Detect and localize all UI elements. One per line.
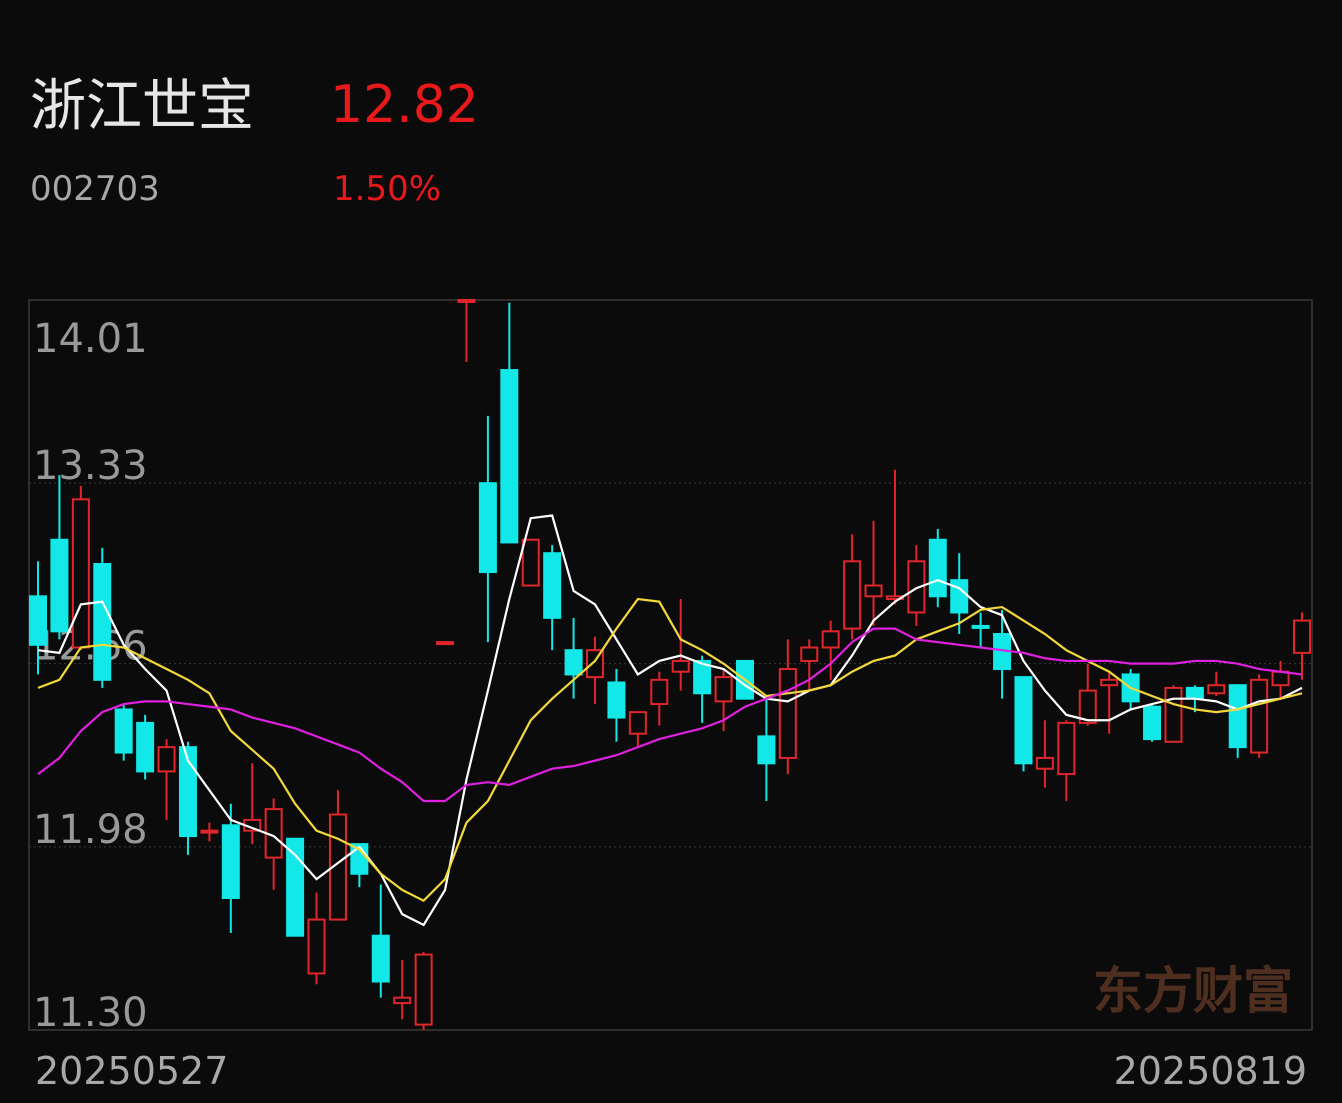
candle-body <box>393 996 412 1005</box>
candle-body <box>114 708 133 754</box>
stock-code: 002703 <box>30 169 160 209</box>
candle-body <box>671 659 690 673</box>
candle-body <box>1035 756 1054 770</box>
candle-body <box>1078 689 1097 724</box>
candle-body <box>71 498 90 649</box>
candle-body <box>650 678 669 706</box>
candle-body <box>50 538 69 633</box>
candle-body <box>371 934 390 983</box>
candle-body <box>307 918 326 975</box>
candle-body <box>1057 721 1076 776</box>
candle-body <box>1271 670 1290 687</box>
moving-average-line <box>37 597 1303 903</box>
candle-body <box>821 630 840 649</box>
price: 12.82 <box>330 75 479 135</box>
candle-body <box>521 538 540 587</box>
candle-body <box>1143 705 1162 741</box>
candle-body <box>928 538 947 598</box>
candle-body <box>221 824 240 900</box>
candle-body <box>693 659 712 695</box>
candle-body <box>564 649 583 676</box>
candle-body <box>607 681 626 719</box>
moving-average-line <box>37 514 1303 927</box>
candle-body <box>136 721 155 773</box>
candle-body <box>1100 678 1119 687</box>
x-tick-label: 20250819 <box>1114 1049 1307 1093</box>
moving-average-line <box>37 627 1303 803</box>
candle-body <box>864 584 883 598</box>
candle-body <box>907 560 926 614</box>
candle-body <box>543 552 562 619</box>
candle-body <box>157 746 176 773</box>
candle-body <box>500 369 519 544</box>
candle-body <box>1164 686 1183 743</box>
y-tick-label: 11.30 <box>33 990 148 1036</box>
candle-body <box>1207 684 1226 695</box>
candle-body <box>1185 686 1204 700</box>
candle-body <box>628 711 647 735</box>
candle-body <box>971 624 990 629</box>
candle-body <box>29 595 47 646</box>
candle-body <box>778 668 797 759</box>
candle-body <box>843 560 862 630</box>
candle-body <box>714 676 733 703</box>
x-tick-label: 20250527 <box>35 1049 228 1093</box>
candle-body <box>800 646 819 662</box>
y-tick-label: 11.98 <box>33 807 148 853</box>
candle-body <box>286 837 305 937</box>
candle-body <box>478 482 497 574</box>
watermark: 东方财富 <box>1093 962 1293 1020</box>
candle-body <box>757 735 776 765</box>
candle-body <box>586 649 605 679</box>
y-tick-label: 13.33 <box>33 443 148 489</box>
candle-body <box>1250 678 1269 754</box>
candle-body <box>200 829 219 834</box>
change: 1.50% <box>333 169 441 209</box>
candle-body <box>414 953 433 1026</box>
stock-name: 浙江世宝 <box>30 74 254 139</box>
candle-body <box>178 746 197 838</box>
candle-body <box>93 562 112 681</box>
candle-body <box>1293 619 1311 654</box>
candle-body <box>1014 676 1033 765</box>
candle-body <box>1228 684 1247 749</box>
candle-body <box>436 641 455 646</box>
candle-body <box>457 299 476 303</box>
y-tick-label: 14.01 <box>33 316 148 362</box>
